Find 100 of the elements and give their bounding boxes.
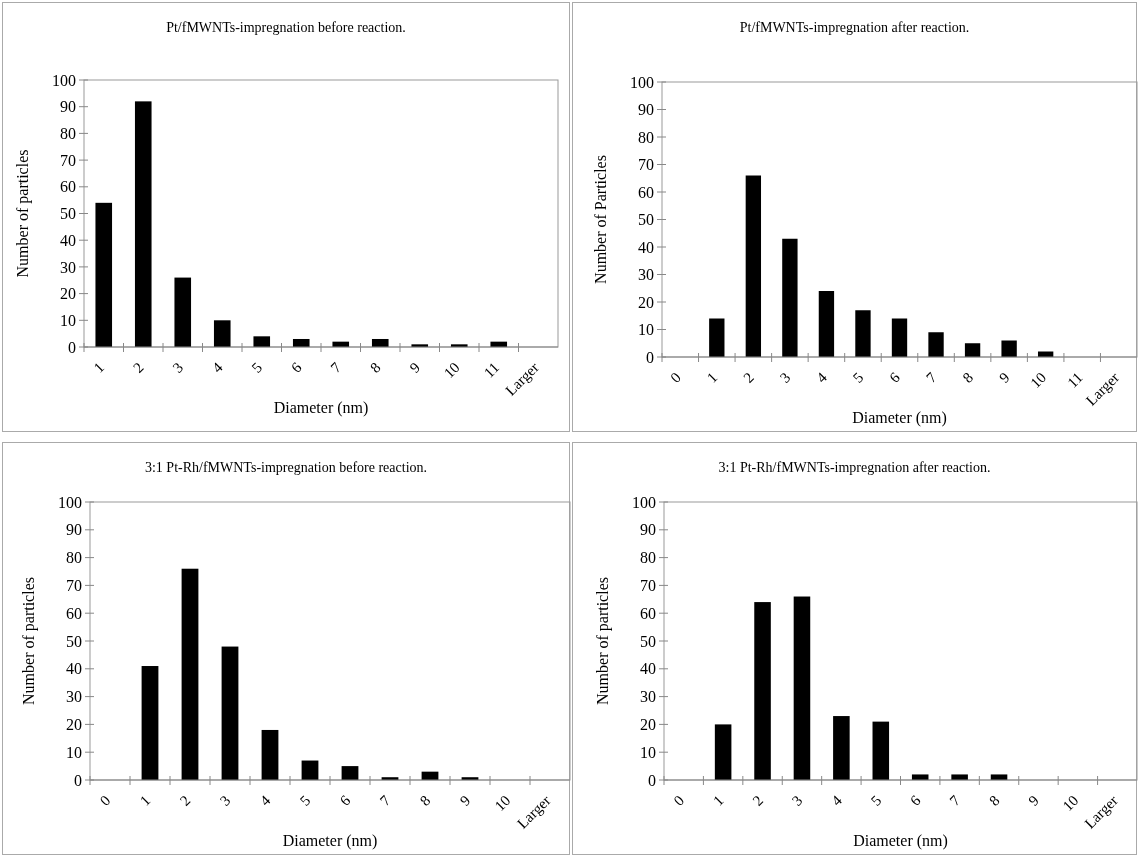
bar — [141, 666, 159, 780]
x-tick-label: 11 — [1064, 369, 1086, 391]
bar — [951, 774, 968, 780]
y-tick-label: 0 — [74, 771, 82, 789]
x-tick-label: 8 — [985, 792, 1003, 809]
y-tick-label: 90 — [640, 521, 656, 539]
y-tick-label: 100 — [58, 493, 82, 511]
bar — [833, 716, 850, 780]
bar — [964, 343, 981, 357]
bar — [872, 721, 890, 780]
chart-title: Pt/fMWNTs-impregnation before reaction. — [166, 20, 406, 35]
y-tick-label: 50 — [66, 632, 82, 650]
y-tick-label: 70 — [60, 151, 76, 169]
chart-title: 3:1 Pt-Rh/fMWNTs-impregnation before reaction. — [144, 460, 428, 475]
x-axis-title: Diameter (nm) — [282, 832, 378, 850]
y-tick-label: 30 — [60, 258, 76, 276]
y-tick-label: 20 — [640, 716, 656, 733]
y-tick-label: 10 — [640, 743, 656, 761]
y-tick-label: 30 — [638, 266, 654, 284]
x-axis-title: Diameter (nm) — [852, 409, 947, 427]
x-tick-label: 9 — [456, 792, 474, 809]
bar — [709, 318, 725, 357]
x-tick-label: 1 — [703, 369, 721, 386]
bar — [891, 318, 908, 357]
x-tick-label: 3 — [776, 369, 794, 386]
y-tick-label: 50 — [638, 211, 654, 229]
y-tick-label: 40 — [638, 238, 654, 256]
y-tick-label: 90 — [638, 101, 654, 119]
x-tick-label: 3 — [216, 792, 234, 809]
x-tick-label: 2 — [749, 792, 767, 809]
x-tick-label: 4 — [828, 791, 846, 809]
y-tick-label: 60 — [66, 604, 82, 622]
y-tick-label: 60 — [640, 604, 656, 622]
y-tick-label: 20 — [638, 293, 654, 311]
x-tick-label: 7 — [376, 791, 394, 809]
bar — [782, 238, 798, 357]
bar — [928, 332, 944, 357]
bar — [181, 568, 199, 780]
x-tick-label: 7 — [922, 368, 940, 386]
bar — [754, 602, 771, 780]
y-tick-label: 100 — [632, 493, 656, 511]
x-tick-label: 4 — [209, 358, 227, 376]
x-tick-label: 9 — [406, 359, 424, 376]
x-axis-title: Diameter (nm) — [273, 399, 369, 417]
x-tick-label: 5 — [849, 369, 867, 386]
x-tick-label: 3 — [169, 359, 187, 376]
y-tick-label: 30 — [640, 688, 656, 706]
y-tick-label: 0 — [648, 771, 656, 789]
y-axis-title: Number of Particles — [592, 155, 609, 284]
bar — [745, 175, 762, 357]
bar — [253, 336, 271, 347]
x-tick-label: 9 — [1025, 792, 1042, 809]
bar — [714, 724, 732, 780]
x-tick-label: 1 — [90, 359, 108, 376]
x-tick-label: 5 — [296, 792, 314, 809]
y-tick-label: 10 — [638, 321, 654, 339]
x-tick-label: 9 — [996, 369, 1013, 386]
y-tick-label: 40 — [640, 660, 656, 678]
bar — [1001, 340, 1017, 357]
x-tick-label: 5 — [248, 359, 266, 376]
x-tick-label: 6 — [336, 791, 354, 809]
y-tick-label: 100 — [630, 73, 654, 91]
x-tick-label: 2 — [176, 792, 194, 809]
y-tick-label: 30 — [66, 688, 82, 706]
y-tick-label: 0 — [68, 338, 76, 356]
bar — [855, 310, 871, 357]
x-tick-label: 2 — [740, 369, 757, 386]
y-axis-title: Number of particles — [14, 149, 32, 278]
x-tick-label: 6 — [886, 368, 904, 386]
chart-title: Pt/fMWNTs-impregnation after reaction. — [739, 20, 970, 35]
x-tick-label: 0 — [96, 792, 114, 809]
x-tick-label: 10 — [440, 359, 463, 382]
y-tick-label: 80 — [640, 549, 656, 567]
x-tick-label: 11 — [480, 359, 503, 381]
bar — [213, 320, 231, 347]
y-tick-label: 40 — [66, 660, 82, 678]
y-tick-label: 90 — [66, 521, 82, 539]
x-tick-label: 10 — [491, 792, 514, 815]
x-tick-label: 0 — [670, 792, 688, 809]
x-tick-label: 8 — [416, 792, 434, 809]
y-tick-label: 50 — [60, 205, 76, 223]
x-tick-label: 0 — [667, 369, 684, 386]
x-tick-label: 7 — [327, 358, 345, 376]
y-tick-label: 60 — [60, 178, 76, 196]
y-tick-label: 100 — [52, 71, 76, 89]
x-tick-label: 7 — [946, 791, 964, 809]
x-tick-label: 4 — [256, 791, 274, 809]
x-tick-label: 3 — [788, 792, 806, 809]
y-tick-label: 80 — [60, 125, 76, 142]
x-tick-label: 2 — [130, 359, 147, 376]
bar — [818, 291, 835, 357]
y-tick-label: 40 — [60, 231, 76, 249]
x-tick-label: 10 — [1059, 792, 1082, 815]
y-tick-label: 50 — [640, 632, 656, 650]
bar — [95, 202, 113, 347]
x-tick-label: 1 — [136, 792, 154, 809]
y-tick-label: 70 — [66, 577, 82, 594]
y-tick-label: 70 — [638, 156, 654, 174]
y-tick-label: 80 — [66, 549, 82, 567]
chart-title: 3:1 Pt-Rh/fMWNTs-impregnation after reaction. — [718, 460, 991, 475]
